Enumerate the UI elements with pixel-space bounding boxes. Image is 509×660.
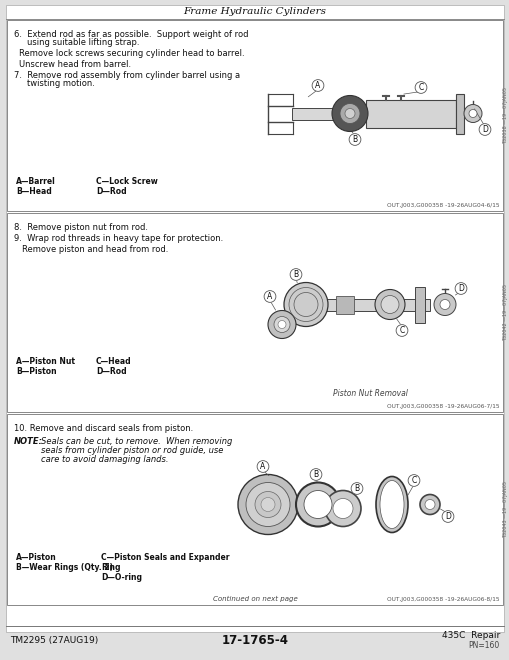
Text: 9.  Wrap rod threads in heavy tape for protection.: 9. Wrap rod threads in heavy tape for pr… — [14, 234, 223, 243]
Bar — [325, 298, 429, 310]
Circle shape — [332, 498, 352, 519]
Text: D: D — [481, 125, 487, 134]
Text: Continued on next page: Continued on next page — [212, 596, 297, 602]
Text: B—Head: B—Head — [16, 187, 51, 196]
Bar — [7, 20, 502, 211]
Ellipse shape — [375, 477, 407, 533]
Text: 7.  Remove rod assembly from cylinder barrel using a: 7. Remove rod assembly from cylinder bar… — [14, 71, 240, 80]
Bar — [335, 296, 353, 314]
Text: A—Piston Nut: A—Piston Nut — [16, 357, 75, 366]
Circle shape — [261, 498, 274, 512]
Circle shape — [254, 492, 280, 517]
Circle shape — [424, 500, 434, 510]
Text: A: A — [260, 462, 265, 471]
Circle shape — [331, 96, 367, 131]
Text: T32043 —19—07JAN05: T32043 —19—07JAN05 — [502, 481, 507, 538]
Text: Ring: Ring — [101, 563, 120, 572]
Text: 10. Remove and discard seals from piston.: 10. Remove and discard seals from piston… — [14, 424, 193, 433]
Circle shape — [238, 475, 297, 535]
Text: C—Lock Screw: C—Lock Screw — [96, 177, 157, 186]
Circle shape — [374, 290, 404, 319]
Circle shape — [295, 482, 340, 527]
Text: Piston Nut Removal: Piston Nut Removal — [332, 389, 407, 398]
Bar — [365, 100, 455, 127]
Circle shape — [324, 490, 360, 527]
Text: C: C — [411, 476, 416, 485]
Circle shape — [344, 108, 354, 119]
Text: OUT,J003,G000358 -19-26AUG04-6/15: OUT,J003,G000358 -19-26AUG04-6/15 — [387, 203, 499, 208]
Text: B—Wear Rings (Qty. 2): B—Wear Rings (Qty. 2) — [16, 563, 113, 572]
Text: care to avoid damaging lands.: care to avoid damaging lands. — [41, 455, 168, 464]
Text: Frame Hydraulic Cylinders: Frame Hydraulic Cylinders — [183, 7, 326, 16]
Text: D: D — [457, 284, 463, 293]
Text: B: B — [354, 484, 359, 493]
Circle shape — [277, 321, 286, 329]
Text: seals from cylinder piston or rod guide, use: seals from cylinder piston or rod guide,… — [41, 446, 223, 455]
Text: D—Rod: D—Rod — [96, 187, 126, 196]
Text: TM2295 (27AUG19): TM2295 (27AUG19) — [10, 636, 98, 645]
Text: OUT,J003,G000358 -19-26AUG06-8/15: OUT,J003,G000358 -19-26AUG06-8/15 — [387, 597, 499, 602]
Circle shape — [340, 104, 359, 123]
Text: C—Piston Seals and Expander: C—Piston Seals and Expander — [101, 553, 229, 562]
Text: using suitable lifting strap.: using suitable lifting strap. — [27, 38, 139, 47]
Text: D—Rod: D—Rod — [96, 367, 126, 376]
Text: 17-1765-4: 17-1765-4 — [221, 634, 288, 647]
Text: NOTE:: NOTE: — [14, 437, 43, 446]
Circle shape — [439, 300, 449, 310]
Circle shape — [284, 282, 327, 327]
Circle shape — [273, 317, 290, 333]
Text: 6.  Extend rod as far as possible.  Support weight of rod: 6. Extend rod as far as possible. Suppor… — [14, 30, 248, 39]
Circle shape — [303, 490, 331, 519]
Text: D—O-ring: D—O-ring — [101, 573, 142, 582]
Text: T32038 —19—07JAN05: T32038 —19—07JAN05 — [502, 87, 507, 144]
Text: 8.  Remove piston nut from rod.: 8. Remove piston nut from rod. — [14, 223, 148, 232]
Ellipse shape — [379, 480, 403, 529]
Circle shape — [463, 104, 481, 123]
Text: A—Barrel: A—Barrel — [16, 177, 55, 186]
Text: Seals can be cut, to remove.  When removing: Seals can be cut, to remove. When removi… — [41, 437, 232, 446]
Text: B: B — [313, 470, 318, 479]
Bar — [7, 414, 502, 605]
Circle shape — [245, 482, 290, 527]
Text: C—Head: C—Head — [96, 357, 131, 366]
Text: C: C — [399, 326, 404, 335]
Text: A: A — [267, 292, 272, 301]
Circle shape — [433, 294, 455, 315]
Bar — [414, 286, 424, 323]
Text: Remove lock screws securing cylinder head to barrel.: Remove lock screws securing cylinder hea… — [19, 49, 244, 58]
Text: twisting motion.: twisting motion. — [27, 79, 95, 88]
Circle shape — [380, 296, 398, 314]
Text: B: B — [352, 135, 357, 144]
Text: T32042 —19—07JAN05: T32042 —19—07JAN05 — [502, 284, 507, 341]
Circle shape — [468, 110, 476, 117]
Text: OUT,J003,G000358 -19-26AUG06-7/15: OUT,J003,G000358 -19-26AUG06-7/15 — [387, 404, 499, 409]
Text: D: D — [444, 512, 450, 521]
Bar — [455, 94, 463, 133]
Text: A: A — [315, 81, 320, 90]
Text: B—Piston: B—Piston — [16, 367, 56, 376]
Text: A—Piston: A—Piston — [16, 553, 56, 562]
Bar — [7, 213, 502, 412]
Circle shape — [419, 494, 439, 515]
Circle shape — [267, 310, 295, 339]
Text: 435C  Repair: 435C Repair — [441, 630, 499, 640]
Text: Remove piston and head from rod.: Remove piston and head from rod. — [22, 245, 168, 254]
Bar — [292, 108, 351, 119]
Text: B: B — [293, 270, 298, 279]
Text: C: C — [417, 83, 423, 92]
Text: PN=160: PN=160 — [468, 640, 499, 649]
Text: Unscrew head from barrel.: Unscrew head from barrel. — [19, 60, 131, 69]
